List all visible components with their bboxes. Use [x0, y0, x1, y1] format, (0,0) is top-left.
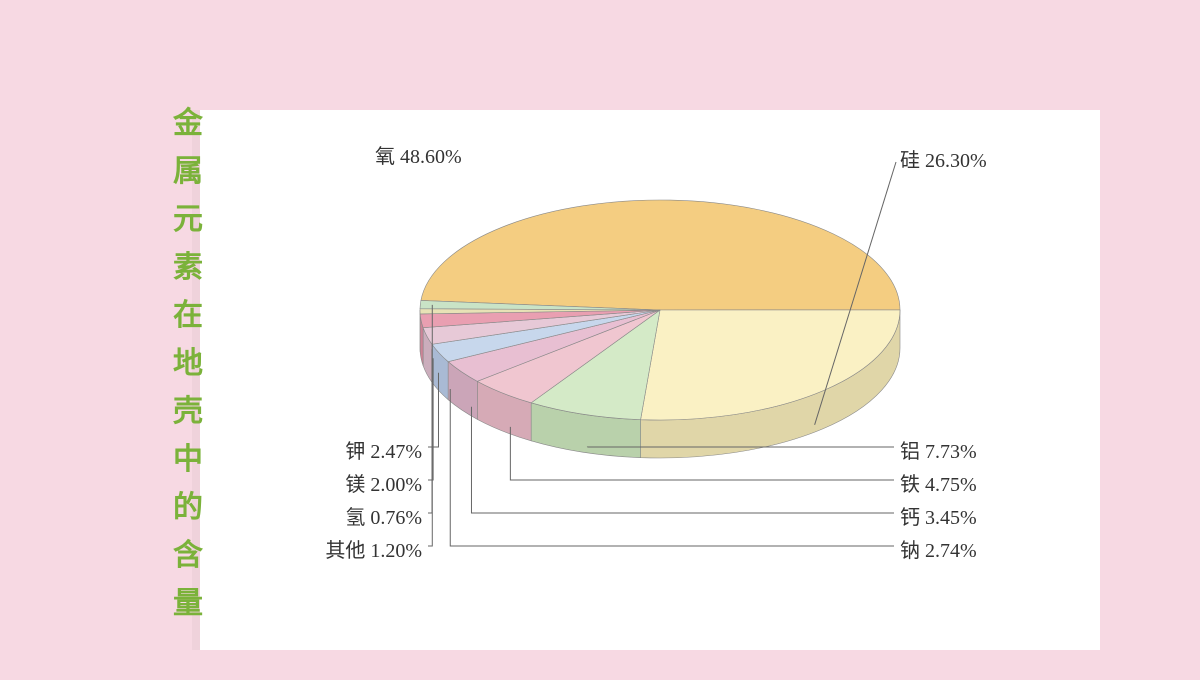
slice-label: 其他 1.20% — [325, 534, 422, 563]
slice-label: 钠 2.74% — [900, 534, 977, 563]
slice-label: 铝 7.73% — [900, 435, 977, 464]
pie-chart: 氧 48.60% 硅 26.30% 铝 7.73% 铁 4.75% 钙 3.45% 钠 2… — [260, 130, 1040, 650]
slice-label: 氢 0.76% — [345, 501, 422, 530]
slice-label: 硅 26.30% — [900, 144, 987, 173]
slice-label: 钾 2.47% — [345, 435, 422, 464]
slice-label: 镁 2.00% — [345, 468, 422, 497]
slice-label: 氧 48.60% — [375, 140, 462, 169]
vertical-title: 金属元素在地壳中的含量 — [170, 100, 206, 628]
pie-svg — [260, 130, 1040, 650]
slice-label: 钙 3.45% — [900, 501, 977, 530]
slice-label: 铁 4.75% — [900, 468, 977, 497]
